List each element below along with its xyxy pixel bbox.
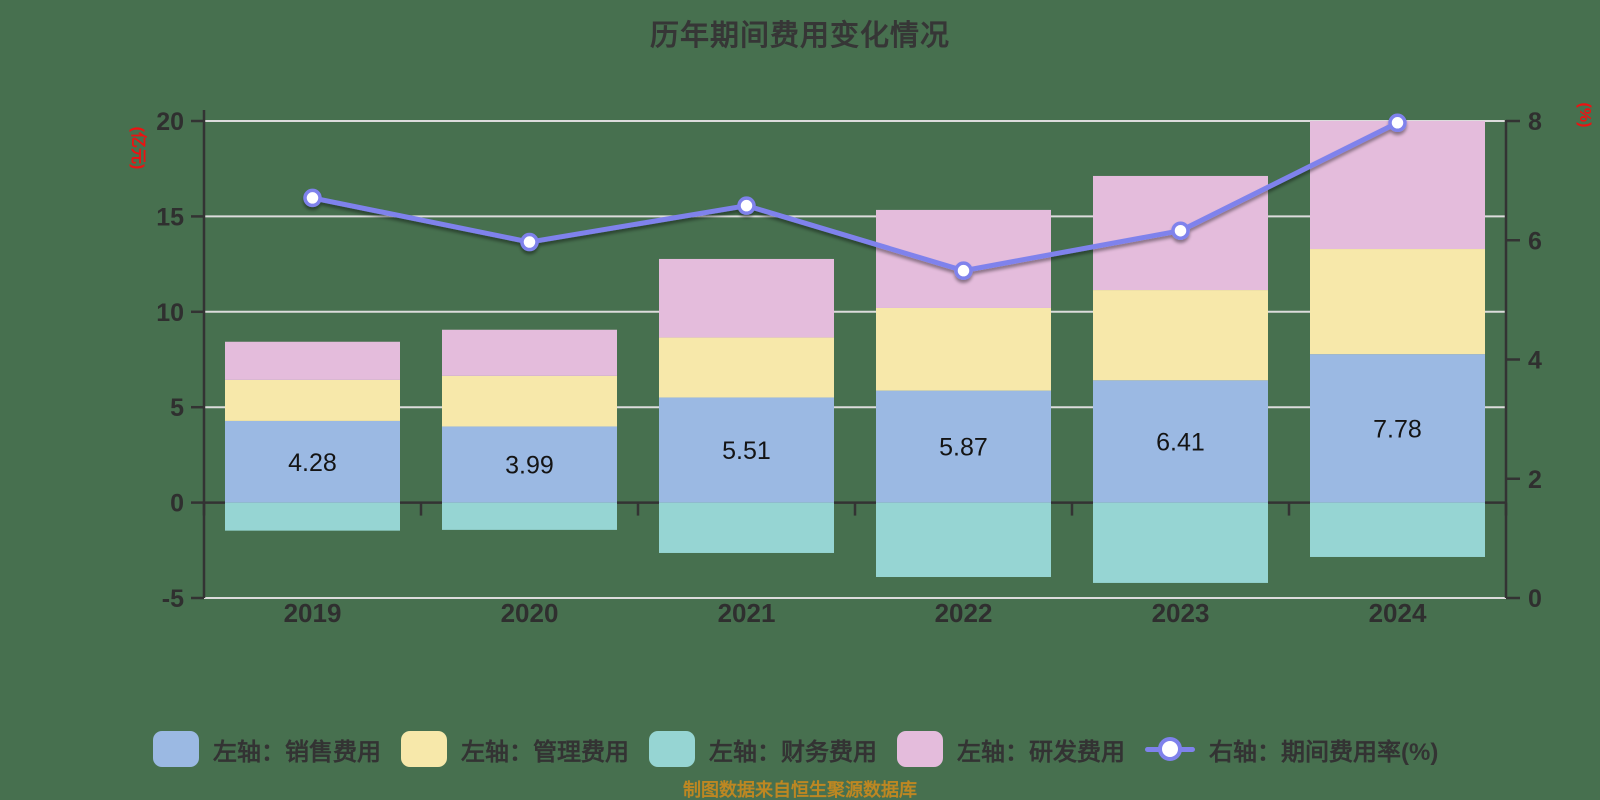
bar-segment-management[interactable] <box>225 379 400 421</box>
right-axis-tick-label: 8 <box>1528 108 1542 136</box>
legend-label: 左轴：财务费用 <box>709 738 877 766</box>
bar-segment-finance[interactable] <box>442 502 617 530</box>
legend-item-rate[interactable]: 右轴：期间费用率(%) <box>1145 731 1438 767</box>
x-axis-label: 2019 <box>284 598 342 628</box>
rate-marker[interactable] <box>303 188 322 208</box>
x-axis-label: 2024 <box>1369 598 1427 628</box>
rate-marker[interactable] <box>737 196 756 215</box>
bar-segment-management[interactable] <box>659 337 834 398</box>
bar-segment-management[interactable] <box>1310 249 1485 355</box>
right-axis-tick-label: 4 <box>1528 347 1542 375</box>
chart-title: 历年期间费用变化情况 <box>649 20 950 52</box>
bar-segment-management[interactable] <box>442 375 617 427</box>
left-axis-tick-label: -5 <box>162 585 184 613</box>
bar-segment-rnd[interactable] <box>442 329 617 376</box>
left-axis-tick-label: 20 <box>156 108 184 136</box>
source-note: 制图数据来自恒生聚源数据库 <box>683 780 917 800</box>
bar-value-label: 5.51 <box>722 437 771 465</box>
bar-legend-swatch <box>897 731 943 767</box>
bar-value-label: 5.87 <box>939 434 988 462</box>
bar-segment-sales[interactable] <box>1310 354 1485 503</box>
legend-item-rnd[interactable]: 左轴：研发费用 <box>897 731 1125 767</box>
bar-segment-finance[interactable] <box>659 502 834 553</box>
left-axis-tick-label: 10 <box>156 299 184 327</box>
bar-value-label: 4.28 <box>288 449 337 477</box>
legend: 左轴：销售费用 左轴：管理费用 左轴：财务费用 左轴：研发费用 右轴：期间费用率(%) <box>153 729 1438 769</box>
x-axis-label: 2023 <box>1152 598 1210 628</box>
bar-segment-sales[interactable] <box>659 397 834 503</box>
bar-segment-finance[interactable] <box>876 502 1051 578</box>
line-legend-icon <box>1145 731 1195 767</box>
right-axis-tick-label: 0 <box>1528 585 1542 613</box>
rate-line <box>310 120 1400 274</box>
bar-segment-finance[interactable] <box>225 502 400 531</box>
rate-marker[interactable] <box>1388 113 1407 133</box>
bar-segment-rnd[interactable] <box>1310 121 1485 250</box>
bar-legend-swatch <box>401 731 447 767</box>
left-axis-tick-label: 5 <box>170 394 184 422</box>
bar-segment-rnd[interactable] <box>225 341 400 380</box>
rate-marker[interactable] <box>520 232 539 252</box>
right-axis-tick-label: 2 <box>1528 466 1542 494</box>
bar-segment-rnd[interactable] <box>659 258 834 338</box>
bar-segment-sales[interactable] <box>225 420 400 503</box>
left-axis-tick-label: 0 <box>170 490 184 518</box>
bar-segment-management[interactable] <box>876 307 1051 391</box>
legend-item-management[interactable]: 左轴：管理费用 <box>401 731 629 767</box>
rate-marker[interactable] <box>954 261 973 280</box>
x-axis-label: 2020 <box>501 598 559 628</box>
bar-segment-sales[interactable] <box>442 426 617 503</box>
rate-line-series <box>303 113 1407 280</box>
x-axis-label: 2022 <box>935 598 993 628</box>
legend-label: 左轴：销售费用 <box>213 738 381 766</box>
legend-label: 左轴：研发费用 <box>957 738 1125 766</box>
right-axis-tick-label: 6 <box>1528 227 1542 255</box>
bar-value-label: 7.78 <box>1373 415 1422 443</box>
bar-segment-sales[interactable] <box>1093 380 1268 503</box>
bar-legend-swatch <box>153 731 199 767</box>
bar-value-label: 3.99 <box>505 452 554 480</box>
legend-label: 左轴：管理费用 <box>461 738 629 766</box>
left-axis-tick-label: 15 <box>156 203 184 231</box>
legend-label: 右轴：期间费用率(%) <box>1209 738 1439 766</box>
bar-value-label: 6.41 <box>1156 428 1205 456</box>
x-axis-label: 2021 <box>718 598 776 628</box>
bar-segment-finance[interactable] <box>1093 502 1268 583</box>
rate-marker[interactable] <box>1171 221 1190 240</box>
bar-legend-swatch <box>649 731 695 767</box>
legend-item-sales[interactable]: 左轴：销售费用 <box>153 731 381 767</box>
bar-segment-finance[interactable] <box>1310 502 1485 557</box>
legend-item-finance[interactable]: 左轴：财务费用 <box>649 731 877 767</box>
bar-segment-management[interactable] <box>1093 290 1268 381</box>
bar-segment-sales[interactable] <box>876 390 1051 503</box>
